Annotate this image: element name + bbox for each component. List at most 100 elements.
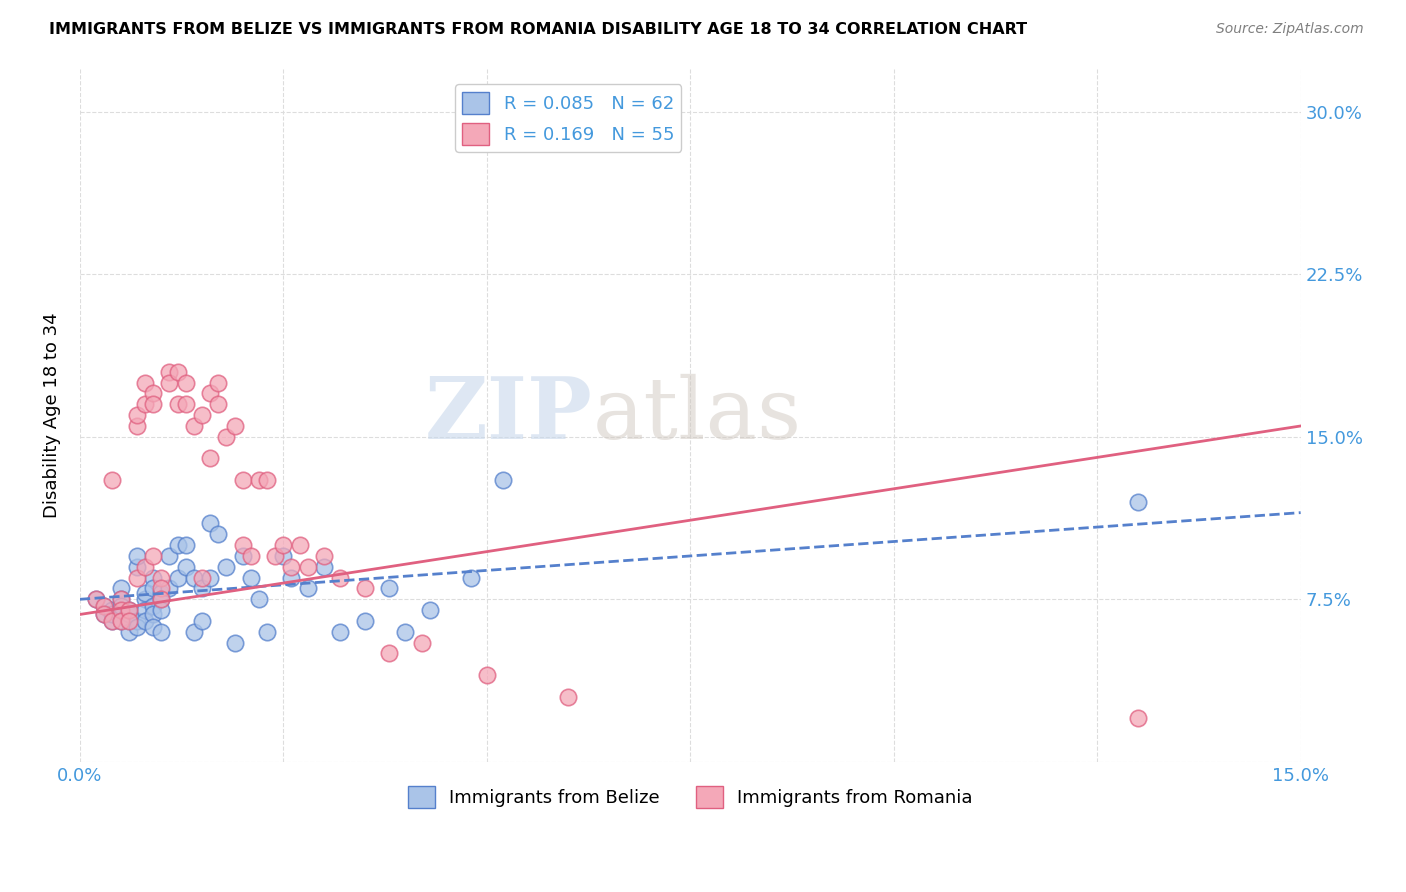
Point [125, 559, 148, 574]
Point [183, 624, 205, 639]
Point [110, 599, 132, 613]
Point [101, 614, 124, 628]
Point [150, 592, 173, 607]
Point [353, 614, 375, 628]
Point [198, 386, 221, 401]
Text: ZIP: ZIP [425, 373, 592, 457]
Point [142, 607, 165, 622]
Point [125, 620, 148, 634]
Point [142, 397, 165, 411]
Point [207, 527, 229, 541]
Point [93, 607, 115, 622]
Point [125, 614, 148, 628]
Point [198, 516, 221, 531]
Point [183, 419, 205, 434]
Point [557, 690, 579, 704]
Point [174, 538, 197, 552]
Point [110, 592, 132, 607]
Point [492, 473, 515, 487]
Point [110, 603, 132, 617]
Point [93, 607, 115, 622]
Point [174, 397, 197, 411]
Point [84, 592, 107, 607]
Point [297, 559, 319, 574]
Point [232, 538, 254, 552]
Point [142, 386, 165, 401]
Point [166, 365, 188, 379]
Text: atlas: atlas [592, 374, 801, 457]
Point [118, 614, 141, 628]
Point [174, 559, 197, 574]
Point [288, 538, 311, 552]
Point [256, 624, 278, 639]
Point [312, 559, 335, 574]
Point [142, 571, 165, 585]
Point [118, 607, 141, 622]
Point [460, 571, 482, 585]
Point [264, 549, 287, 563]
Point [329, 571, 352, 585]
Point [134, 376, 156, 390]
Text: IMMIGRANTS FROM BELIZE VS IMMIGRANTS FROM ROMANIA DISABILITY AGE 18 TO 34 CORREL: IMMIGRANTS FROM BELIZE VS IMMIGRANTS FRO… [49, 22, 1028, 37]
Point [134, 592, 156, 607]
Point [93, 599, 115, 613]
Point [101, 607, 124, 622]
Point [142, 582, 165, 596]
Point [174, 376, 197, 390]
Point [256, 473, 278, 487]
Point [166, 397, 188, 411]
Point [157, 365, 180, 379]
Point [215, 559, 238, 574]
Point [232, 473, 254, 487]
Point [110, 592, 132, 607]
Point [93, 599, 115, 613]
Point [280, 571, 302, 585]
Point [110, 582, 132, 596]
Point [142, 549, 165, 563]
Point [247, 592, 270, 607]
Point [125, 419, 148, 434]
Point [378, 647, 401, 661]
Point [1126, 495, 1149, 509]
Point [378, 582, 401, 596]
Point [101, 473, 124, 487]
Point [207, 397, 229, 411]
Legend: Immigrants from Belize, Immigrants from Romania: Immigrants from Belize, Immigrants from … [401, 779, 980, 815]
Point [150, 603, 173, 617]
Point [419, 603, 441, 617]
Point [118, 624, 141, 639]
Point [134, 397, 156, 411]
Point [125, 408, 148, 422]
Point [134, 614, 156, 628]
Point [198, 451, 221, 466]
Point [150, 586, 173, 600]
Point [134, 586, 156, 600]
Point [207, 376, 229, 390]
Point [125, 571, 148, 585]
Point [411, 635, 433, 649]
Point [312, 549, 335, 563]
Point [224, 419, 246, 434]
Point [273, 549, 295, 563]
Point [183, 571, 205, 585]
Point [150, 592, 173, 607]
Point [157, 582, 180, 596]
Point [134, 603, 156, 617]
Point [125, 549, 148, 563]
Point [215, 430, 238, 444]
Point [394, 624, 416, 639]
Point [118, 603, 141, 617]
Point [475, 668, 498, 682]
Point [224, 635, 246, 649]
Text: Source: ZipAtlas.com: Source: ZipAtlas.com [1216, 22, 1364, 37]
Point [110, 614, 132, 628]
Point [239, 549, 262, 563]
Point [353, 582, 375, 596]
Point [157, 376, 180, 390]
Point [150, 582, 173, 596]
Point [247, 473, 270, 487]
Point [191, 582, 214, 596]
Point [166, 571, 188, 585]
Point [142, 599, 165, 613]
Point [1126, 711, 1149, 725]
